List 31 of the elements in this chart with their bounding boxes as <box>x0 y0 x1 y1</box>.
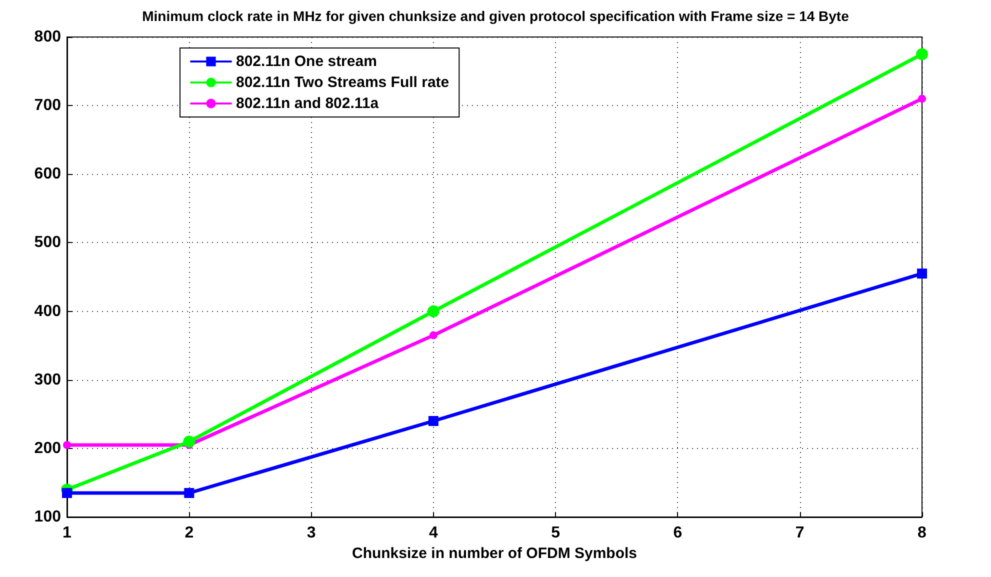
point <box>63 441 71 449</box>
point <box>428 416 438 426</box>
point <box>918 94 926 103</box>
y-tick-label: 300 <box>34 371 62 388</box>
y-tick-label: 600 <box>34 166 62 183</box>
x-tick-label: 5 <box>551 524 560 542</box>
point <box>62 488 72 498</box>
legend-label: 802.11n Two Streams Full rate <box>236 74 450 91</box>
point <box>427 305 440 318</box>
x-tick-label: 4 <box>428 524 438 542</box>
x-tick-label: 7 <box>795 524 804 542</box>
point <box>917 268 927 279</box>
x-tick-label: 2 <box>184 524 194 542</box>
x-tick-label: 6 <box>673 524 682 542</box>
x-axis-title: Chunksize in number of OFDM Symbols <box>352 544 638 562</box>
y-tick-label: 400 <box>34 302 62 320</box>
point <box>183 436 196 448</box>
point <box>184 488 194 498</box>
x-tick-label: 1 <box>62 524 72 542</box>
y-tick-label: 700 <box>34 97 62 114</box>
y-tick-label: 200 <box>34 440 62 457</box>
x-tick-label: 3 <box>306 524 316 542</box>
legend-label: 802.11n and 802.11a <box>236 95 380 112</box>
y-tick-label: 800 <box>34 28 62 46</box>
y-tick-label: 100 <box>34 508 62 526</box>
chart-title: Minimum clock rate in MHz for given chunksize and given protocol specification with Frame size = 14 Byte <box>142 8 850 24</box>
legend-label: 802.11n One stream <box>236 53 377 70</box>
y-tick-label: 500 <box>34 234 62 252</box>
point <box>916 48 928 60</box>
x-tick-label: 8 <box>918 524 927 542</box>
point <box>429 331 438 340</box>
